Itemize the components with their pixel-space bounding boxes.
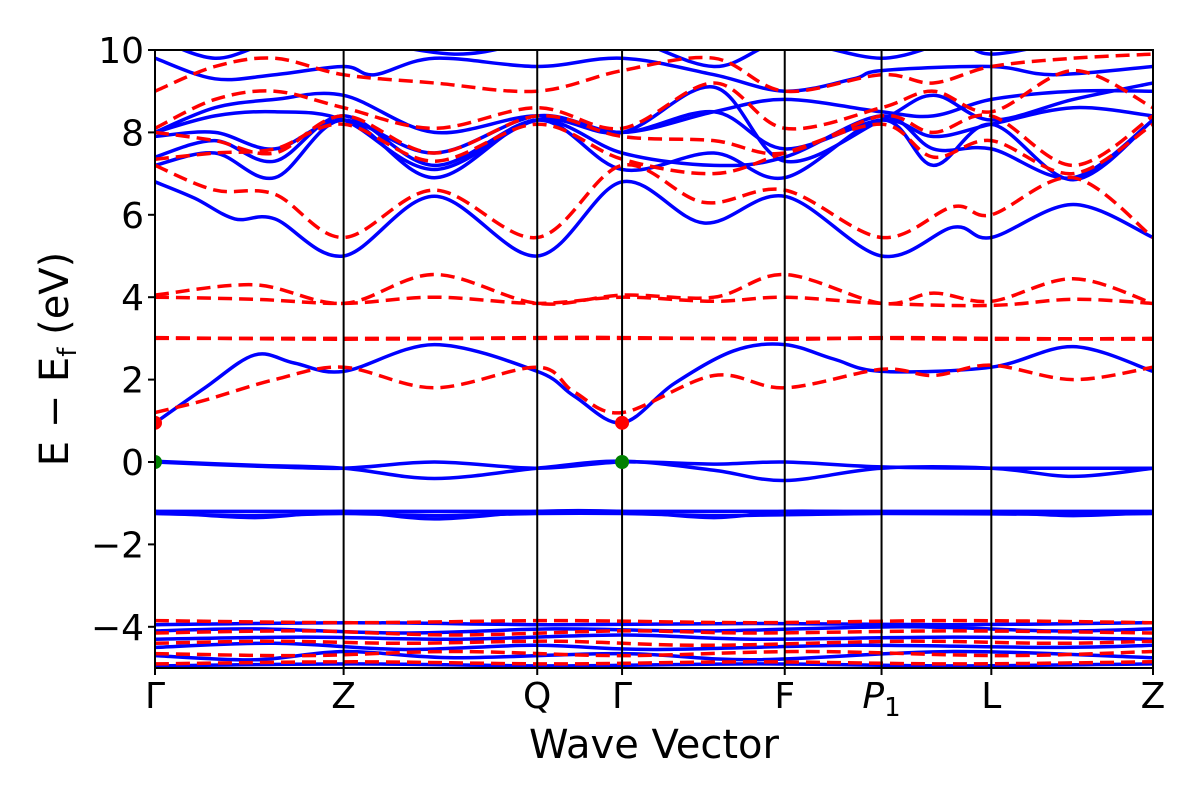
band-line-dashed-4: [155, 618, 1153, 625]
y-tick-label: 8: [121, 113, 144, 154]
band-line-solid-4: [155, 625, 1153, 635]
extremum-marker: [155, 415, 162, 430]
markers-layer: [155, 415, 630, 469]
band-line-dashed-9: [155, 363, 1153, 415]
y-axis-title-unit: (eV): [32, 252, 78, 335]
band-line-solid-3: [155, 633, 1153, 641]
plot-frame: [154, 49, 1154, 669]
x-tick-label: L: [981, 676, 1001, 717]
band-line-solid-8: [155, 511, 1153, 518]
band-line-dashed-0: [155, 660, 1153, 666]
band-line-dashed-10: [155, 163, 1153, 240]
x-tick-label: Γ: [612, 676, 632, 717]
x-tick-label: Z: [1141, 676, 1166, 717]
band-line-solid-15: [155, 105, 1153, 155]
x-axis-title: Wave Vector: [529, 722, 780, 768]
band-line-dashed-2: [155, 639, 1153, 648]
kpoint-lines: [342, 50, 993, 668]
band-line-solid-12: [155, 179, 1153, 259]
y-axis: −4 −2 0 2 4 6 8 10: [91, 31, 155, 649]
y-tick-label: −2: [91, 525, 144, 566]
band-line-dashed-7: [155, 295, 1153, 308]
band-line-solid-2: [155, 641, 1153, 652]
y-tick-label: 6: [121, 196, 144, 237]
bands-layer: [155, 50, 1153, 668]
y-tick-label: −4: [91, 608, 144, 649]
band-line-solid-11: [155, 342, 1153, 425]
x-axis: Γ Z Q Γ F P1 L Z: [145, 668, 1165, 723]
x-tick-label: Z: [331, 676, 356, 717]
band-line-dashed-6: [155, 335, 1153, 341]
band-line-dashed-8: [155, 272, 1153, 306]
y-axis-title: E − Ef (eV): [32, 252, 83, 467]
x-tick-label: Q: [523, 676, 551, 717]
y-tick-label: 2: [121, 361, 144, 402]
y-axis-title-sub: f: [53, 347, 83, 357]
y-tick-label: 4: [121, 278, 144, 319]
band-line-solid-17: [155, 88, 1153, 135]
band-line-solid-19: [179, 50, 1033, 69]
extremum-marker: [155, 455, 162, 469]
band-line-solid-9: [155, 459, 1153, 483]
y-tick-label: 0: [121, 443, 144, 484]
band-line-dashed-14: [155, 52, 1153, 94]
y-tick-label: 10: [98, 31, 144, 72]
band-line-dashed-3: [155, 629, 1153, 637]
extremum-marker: [615, 415, 630, 430]
band-line-dashed-13: [155, 68, 1153, 131]
band-line-dashed-1: [155, 649, 1153, 658]
extremum-marker: [615, 455, 630, 469]
x-tick-label: P1: [862, 676, 900, 723]
x-tick-label: F: [774, 676, 795, 717]
band-line-solid-0: [155, 662, 1153, 668]
x-tick-label: Γ: [145, 676, 165, 717]
y-axis-title-main: E − E: [32, 357, 78, 467]
